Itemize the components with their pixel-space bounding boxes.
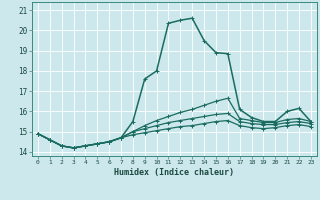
X-axis label: Humidex (Indice chaleur): Humidex (Indice chaleur) bbox=[115, 168, 234, 177]
